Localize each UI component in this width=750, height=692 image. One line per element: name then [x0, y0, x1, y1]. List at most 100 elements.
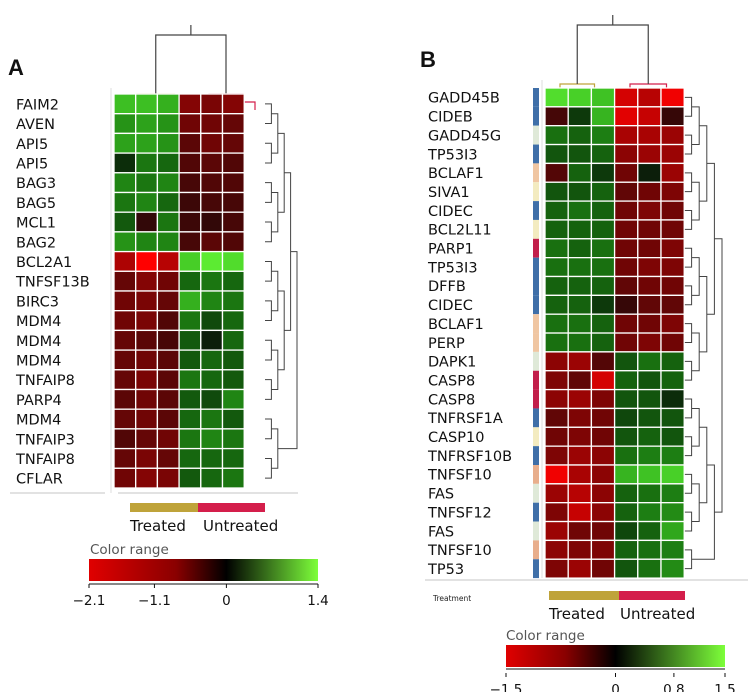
gene-label: CIDEB	[428, 110, 473, 126]
heatmap-cell	[544, 125, 569, 146]
gene-group-marker	[533, 238, 539, 258]
gene-label: GADD45B	[428, 91, 500, 107]
gene-label: API5	[16, 156, 48, 172]
heatmap-cell	[637, 558, 662, 579]
row-dendrogram-a	[265, 103, 298, 479]
legend-untreated-bar-b	[619, 591, 685, 600]
heatmap-cell	[135, 191, 159, 213]
gene-label: FAIM2	[16, 97, 59, 113]
heatmap-cell	[567, 181, 593, 202]
heatmap-cell	[221, 349, 245, 371]
heatmap-cell	[567, 200, 593, 221]
heatmap-cell	[590, 275, 616, 297]
gene-group-marker	[533, 389, 539, 409]
heatmap-cell	[567, 256, 593, 278]
gene-label: BCLAF1	[428, 317, 484, 333]
heatmap-cell	[200, 250, 224, 272]
heatmap-cell	[613, 351, 639, 372]
gene-label: TNFSF13B	[15, 275, 90, 291]
gene-label: TNFSF10	[427, 468, 492, 484]
heatmap-cell	[221, 132, 245, 154]
row-branch	[684, 285, 693, 306]
gene-label: DAPK1	[428, 355, 476, 371]
gene-label: CFLAR	[16, 472, 63, 488]
heatmap-cell	[135, 270, 159, 292]
gene-label: MDM4	[16, 334, 61, 350]
heatmap-cell	[567, 87, 593, 108]
heatmap-cell	[660, 445, 685, 466]
heatmap-cell	[200, 270, 224, 292]
heatmap-cell	[567, 483, 593, 504]
heatmap-cell	[613, 332, 639, 353]
heatmap-cell	[221, 467, 245, 489]
gene-label: CIDEC	[428, 204, 473, 220]
heatmap-cell	[156, 152, 180, 174]
gene-label: PERP	[428, 336, 465, 352]
heatmap-cell	[178, 250, 202, 272]
heatmap-cell	[135, 250, 159, 272]
heatmap-cell	[200, 310, 224, 332]
gene-group-marker	[533, 125, 539, 145]
row-branch	[699, 276, 708, 353]
heatmap-cell	[660, 351, 685, 372]
heatmap-cell	[637, 181, 662, 202]
heatmap-cell	[200, 231, 224, 253]
heatmap-cell	[637, 162, 662, 183]
gene-label: CASP8	[428, 373, 475, 389]
heatmap-cell	[178, 447, 202, 469]
heatmap-cell	[178, 329, 202, 351]
heatmap-cell	[660, 106, 685, 127]
heatmap-cell	[200, 113, 224, 135]
color-range-tick-label: −1.1	[138, 593, 171, 609]
heatmap-cell	[590, 238, 616, 259]
heatmap-cell	[113, 113, 137, 135]
heatmap-cell	[567, 238, 593, 259]
heatmap-cell	[590, 125, 616, 146]
heatmap-cell	[544, 464, 569, 485]
heatmap-cell	[637, 256, 662, 278]
row-branch	[691, 407, 700, 447]
gene-label: PARP4	[16, 393, 62, 409]
heatmap-cell	[613, 143, 639, 165]
row-branch	[684, 247, 693, 268]
heatmap-cell	[544, 219, 569, 240]
heatmap-cell	[660, 558, 685, 579]
heatmap-cell	[135, 369, 159, 391]
heatmap-cell	[660, 200, 685, 221]
heatmap-cell	[135, 93, 159, 115]
heatmap-cell	[544, 539, 569, 560]
heatmap-cell	[613, 294, 639, 315]
heatmap-cell	[567, 332, 593, 353]
heatmap-cell	[135, 349, 159, 371]
gene-label: CASP8	[428, 392, 475, 408]
row-branch	[271, 113, 279, 154]
heatmap-cell	[221, 113, 245, 135]
heatmap-cell	[178, 93, 202, 115]
heatmap-cell	[660, 275, 685, 297]
row-branch	[684, 210, 693, 230]
row-branch	[684, 436, 693, 457]
heatmap-cell	[200, 172, 224, 194]
heatmap-cell	[113, 369, 137, 391]
heatmap-cell	[135, 152, 159, 174]
gene-label: PARP1	[428, 242, 474, 258]
heatmap-cell	[567, 388, 593, 410]
gene-group-marker	[533, 540, 539, 560]
heatmap-cell	[200, 191, 224, 213]
row-branch	[691, 483, 700, 523]
heatmap-cell	[544, 502, 569, 523]
heatmap-cell	[544, 445, 569, 466]
heatmap-cell	[637, 219, 662, 240]
heatmap-cell	[660, 162, 685, 183]
heatmap-cell	[221, 152, 245, 174]
heatmap-cell	[637, 125, 662, 146]
heatmap-cell	[113, 93, 137, 115]
heatmap-cell	[637, 520, 662, 542]
heatmap-cell	[567, 426, 593, 447]
heatmap-cell	[221, 447, 245, 469]
heatmap-cell	[613, 275, 639, 297]
heatmap-cell	[113, 408, 137, 430]
heatmap-cells-a	[113, 93, 245, 489]
row-branch	[684, 96, 693, 117]
heatmap-cell	[156, 310, 180, 332]
